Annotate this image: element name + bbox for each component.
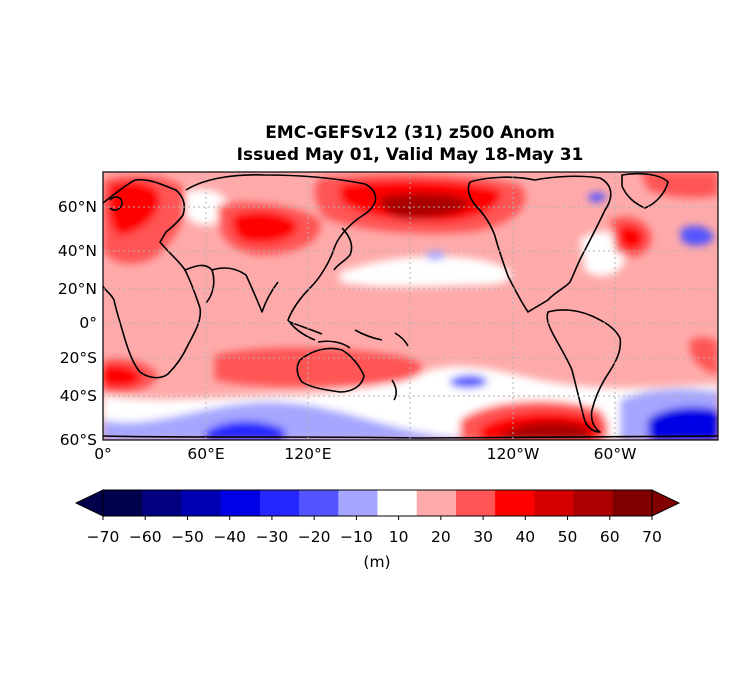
colorbar-swatch <box>455 490 496 516</box>
lon-label-120e: 120°E <box>284 445 331 463</box>
map-title-line-1: EMC-GEFSv12 (31) z500 Anom <box>265 123 555 143</box>
colorbar-swatch <box>338 490 378 516</box>
lat-label-0: 0° <box>79 314 97 332</box>
colorbar-tick-label: 70 <box>642 528 662 546</box>
positive-region-arctic <box>640 172 718 198</box>
coastlines <box>103 172 718 439</box>
negative-patch-north-atlantic <box>680 225 714 246</box>
colorbar-swatch <box>181 490 222 516</box>
colorbar-swatches <box>103 490 653 516</box>
map-title-line-2: Issued May 01, Valid May 18-May 31 <box>236 145 584 165</box>
positive-patch-south-america <box>690 337 718 375</box>
lat-label-20n: 20°N <box>58 280 97 298</box>
negative-core-south-atlantic <box>648 407 718 440</box>
neutral-patch-north-pacific <box>340 256 512 287</box>
colorbar-tick-label: 60 <box>600 528 620 546</box>
colorbar-tick-label: −40 <box>213 528 246 546</box>
positive-core-central-asia <box>232 211 298 244</box>
coast-japan <box>333 227 353 271</box>
coast-europe-africa <box>103 178 202 379</box>
colorbar-tick-label: 50 <box>558 528 578 546</box>
lat-label-60n: 60°N <box>58 198 97 216</box>
colorbar-tick-label: −30 <box>256 528 289 546</box>
colorbar-swatch <box>612 490 653 516</box>
colorbar-tick-label: 40 <box>515 528 535 546</box>
colorbar-tick-labels: −70 −60 −50 −40 −30 −20 −10 10 20 30 40 50 60 70 <box>87 528 662 546</box>
colorbar-swatch <box>573 490 614 516</box>
lon-label-0: 0° <box>94 445 112 463</box>
map-frame <box>102 171 719 441</box>
anomaly-map: 60°N 40°N 20°N 0° 20°S 40°S 60°S 0° 60°E… <box>58 171 719 463</box>
positive-core-europe <box>108 181 160 236</box>
colorbar-swatch <box>142 490 182 516</box>
colorbar-swatch <box>534 490 575 516</box>
colorbar-tick-label: 20 <box>431 528 451 546</box>
lon-label-60e: 60°E <box>187 445 224 463</box>
colorbar-swatch <box>299 490 339 516</box>
colorbar-tick-label: −60 <box>129 528 162 546</box>
negative-patch-greenland <box>588 192 606 203</box>
colorbar-swatch <box>259 490 300 516</box>
colorbar-swatch <box>416 490 457 516</box>
colorbar-tick-label: −70 <box>87 528 120 546</box>
latitude-labels: 60°N 40°N 20°N 0° 20°S 40°S 60°S <box>58 198 97 449</box>
colorbar-unit-label: (m) <box>363 553 391 571</box>
negative-patch-south-pacific <box>450 374 488 389</box>
lon-label-60w: 60°W <box>594 445 637 463</box>
lon-label-120w: 120°W <box>487 445 540 463</box>
coast-british-isles <box>109 196 123 211</box>
neutral-patch-north-america <box>580 231 625 276</box>
lat-label-40s: 40°S <box>60 387 97 405</box>
colorbar-ticks <box>102 516 653 520</box>
colorbar-swatch <box>495 490 535 516</box>
coast-greenland <box>621 172 669 209</box>
colorbar-tick-label: 10 <box>389 528 409 546</box>
lat-label-60s: 60°S <box>60 431 97 449</box>
colorbar-tick-label: −50 <box>171 528 204 546</box>
negative-band-southern-ocean <box>103 401 520 440</box>
coast-new-zealand <box>391 379 397 401</box>
negative-core-south-indian <box>205 421 285 440</box>
colorbar-tick-label: −20 <box>298 528 331 546</box>
coast-australia <box>296 347 365 393</box>
coast-antarctica <box>103 435 718 439</box>
colorbar-swatch <box>103 490 143 516</box>
colorbar-swatch <box>220 490 261 516</box>
positive-core-north-pacific <box>379 193 470 219</box>
coast-north-america <box>467 175 612 313</box>
coast-south-america <box>546 309 622 433</box>
lat-label-20s: 20°S <box>60 349 97 367</box>
coast-arabia-india <box>184 264 279 313</box>
colorbar: −70 −60 −50 −40 −30 −20 −10 10 20 30 40 50 60 70 <box>74 489 681 546</box>
longitude-labels: 0° 60°E 120°E 120°W 60°W <box>94 445 636 463</box>
positive-core-south-pacific <box>500 421 590 440</box>
colorbar-tick-label: 30 <box>473 528 493 546</box>
neutral-patch-europe <box>185 189 229 226</box>
positive-core-north-atlantic <box>618 225 645 250</box>
colorbar-swatch <box>377 490 418 516</box>
lat-label-40n: 40°N <box>58 242 97 260</box>
colorbar-tick-label: −10 <box>340 528 373 546</box>
coast-maritime-continent <box>289 321 409 349</box>
negative-patch-north-pacific <box>425 250 446 261</box>
colorbar-frame <box>102 489 653 517</box>
colorbar-extend-high <box>651 489 681 517</box>
positive-core-south-africa <box>103 364 142 388</box>
coast-east-asia <box>185 174 377 341</box>
anomaly-field <box>103 172 718 440</box>
colorbar-extend-low <box>74 489 104 517</box>
positive-band-australia <box>215 347 423 387</box>
